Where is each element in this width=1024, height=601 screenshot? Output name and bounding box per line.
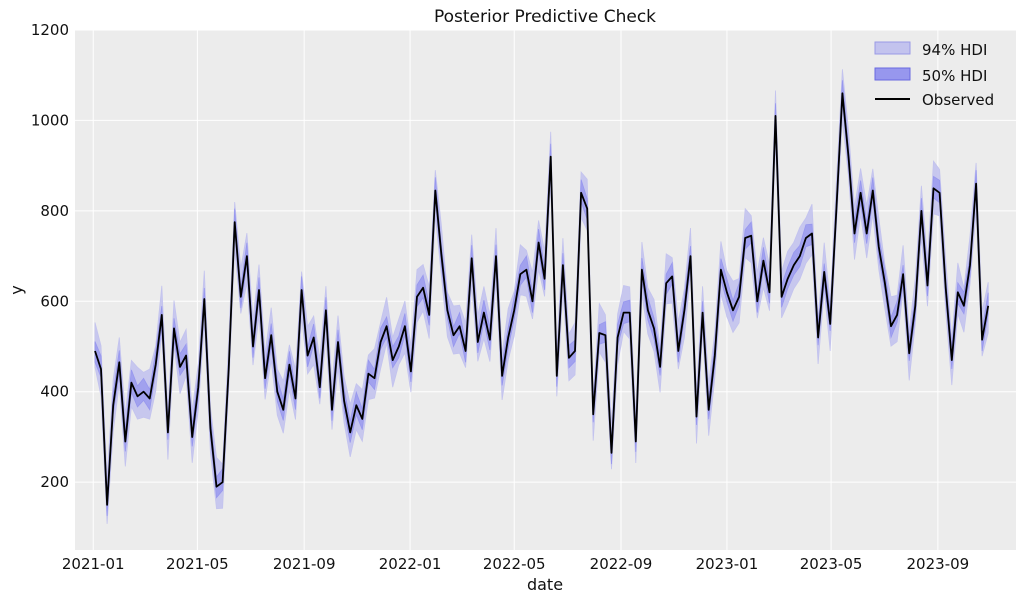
legend: 94% HDI 50% HDI Observed [874,41,994,109]
observed-series [94,92,990,506]
x-tick-label: 2023-05 [800,555,863,573]
x-tick-label: 2022-09 [590,555,653,573]
legend-swatch-hdi94 [874,41,911,55]
y-tick-label: 600 [40,292,69,310]
x-axis-label: date [527,575,563,594]
x-tick-label: 2023-01 [696,555,759,573]
hdi-50-band [94,80,989,516]
legend-label-hdi94: 94% HDI [922,41,987,59]
y-tick-label: 1200 [31,21,69,39]
y-tick-label: 200 [40,473,69,491]
legend-label-hdi50: 50% HDI [922,67,987,85]
x-tick-label: 2022-05 [483,555,546,573]
y-axis-label: y [7,285,26,294]
y-tick-label: 800 [40,202,69,220]
y-ticks: 200 400 600 800 1000 1200 [31,21,69,491]
x-tick-label: 2021-09 [273,555,336,573]
legend-label-observed: Observed [922,91,994,109]
hdi-bands [94,69,989,524]
observed-line [94,92,990,506]
x-tick-label: 2023-09 [907,555,970,573]
legend-swatch-hdi50 [874,67,911,81]
chart-title: Posterior Predictive Check [434,7,656,27]
y-tick-label: 1000 [31,111,69,129]
x-tick-label: 2021-05 [166,555,229,573]
x-ticks: 2021-01 2021-05 2021-09 2022-01 2022-05 2022-… [62,555,969,573]
y-tick-label: 400 [40,383,69,401]
hdi-94-band [94,69,989,524]
x-tick-label: 2021-01 [62,555,125,573]
x-tick-label: 2022-01 [379,555,442,573]
